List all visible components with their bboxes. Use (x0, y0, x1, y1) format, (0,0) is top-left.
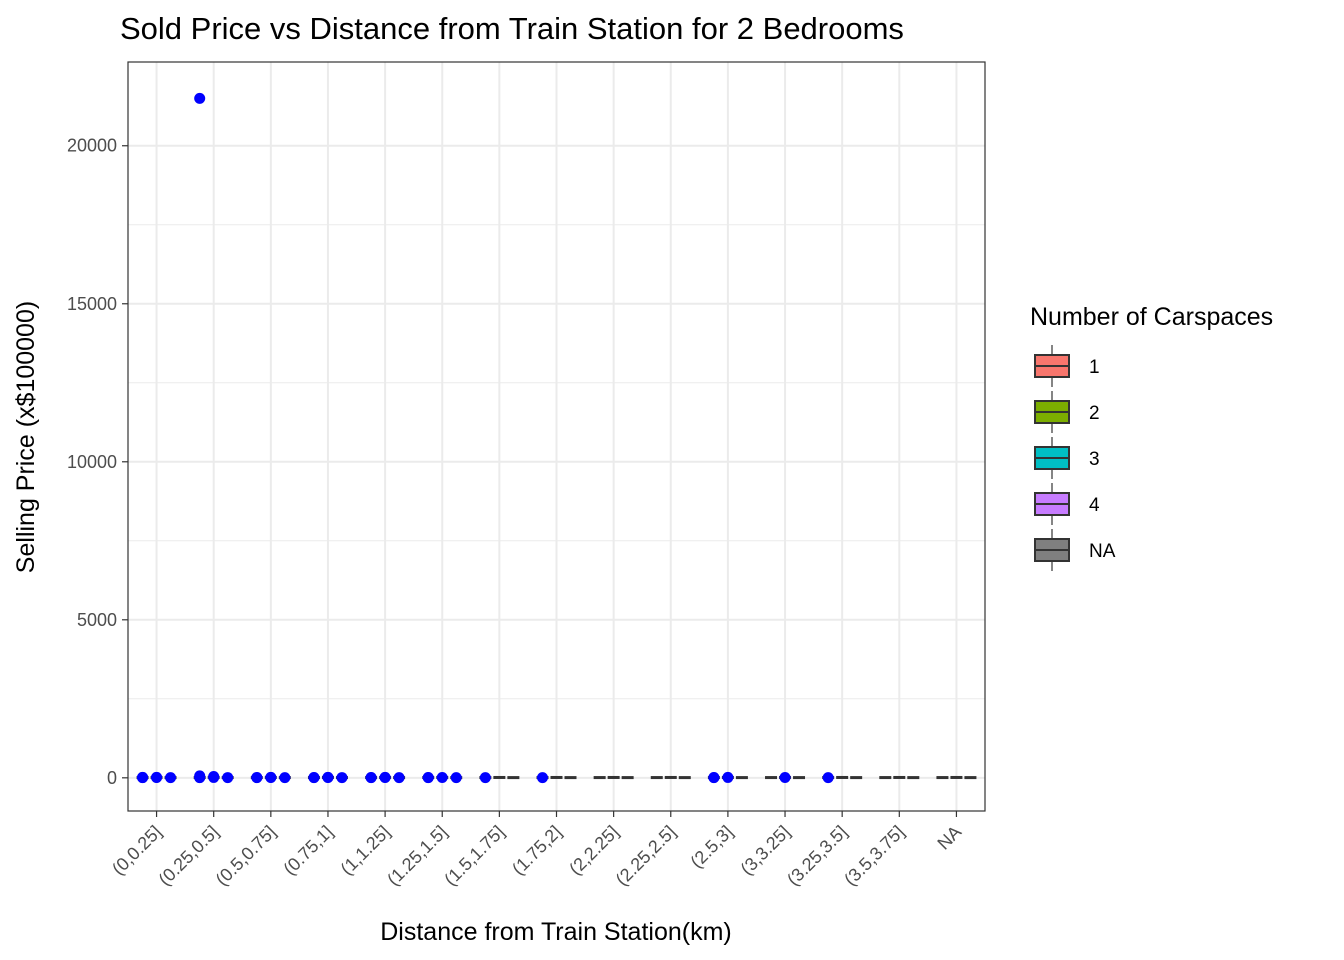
data-point (308, 772, 320, 784)
x-tick-label: (1,1.25] (337, 822, 394, 879)
data-point (279, 772, 291, 784)
x-tick-label: (3,3.25] (737, 822, 794, 879)
legend-label: 3 (1089, 449, 1100, 470)
data-point (222, 772, 234, 784)
x-axis-title: Distance from Train Station(km) (380, 918, 732, 946)
y-axis-ticks: 0 5000 10000 15000 20000 (67, 136, 128, 788)
y-tick-label: 15000 (67, 294, 117, 314)
data-point (137, 771, 149, 783)
data-point (779, 772, 791, 784)
data-point (436, 771, 448, 783)
x-tick-label: (0.25,0.5] (155, 822, 223, 890)
data-point (265, 771, 277, 783)
y-tick-label: 0 (107, 768, 117, 788)
data-point (537, 772, 548, 784)
data-marks (136, 92, 977, 784)
x-tick-label: (3.5,3.75] (840, 822, 908, 890)
data-point (450, 772, 462, 784)
data-point (379, 771, 391, 783)
grid (128, 62, 985, 811)
y-axis-title: Selling Price (x$100000) (12, 301, 40, 573)
data-point (208, 771, 220, 783)
data-point (422, 772, 434, 784)
legend-label: NA (1089, 541, 1116, 562)
legend-title: Number of Carspaces (1030, 303, 1273, 331)
x-tick-label: (0.5,0.75] (212, 822, 280, 890)
legend: Number of Carspaces 1 2 3 4 NA (1030, 303, 1273, 571)
chart-title: Sold Price vs Distance from Train Statio… (120, 11, 904, 46)
data-point (251, 772, 263, 784)
legend-label: 1 (1089, 357, 1100, 378)
data-point (822, 772, 834, 784)
x-tick-label: (1.5,1.75] (440, 822, 508, 890)
data-point (194, 770, 206, 782)
legend-item: NA (1034, 529, 1116, 571)
x-tick-label: (2,2.25] (565, 822, 622, 879)
x-tick-label: NA (933, 822, 965, 854)
data-point (479, 772, 491, 784)
data-point (722, 771, 734, 783)
x-axis-ticks: (0,0.25](0.25,0.5](0.5,0.75] (0.75,1] (1,1… (108, 811, 965, 890)
x-tick-label: (0.75,1] (279, 822, 336, 879)
x-tick-label: (0,0.25] (108, 822, 165, 879)
y-tick-label: 20000 (67, 136, 117, 156)
x-tick-label: (3.25,3.5] (783, 822, 851, 890)
legend-item: 4 (1034, 483, 1100, 525)
data-point (365, 772, 377, 784)
y-tick-label: 5000 (77, 610, 117, 630)
data-point (165, 772, 177, 784)
legend-label: 4 (1089, 495, 1100, 516)
data-point (322, 771, 334, 783)
data-point (336, 772, 348, 784)
x-tick-label: (1.75,2] (508, 822, 565, 879)
data-point (151, 771, 163, 783)
x-tick-label: (2.5,3] (687, 822, 737, 872)
legend-item: 3 (1034, 437, 1100, 479)
x-tick-label: (2.25,2.5] (612, 822, 680, 890)
y-tick-label: 10000 (67, 452, 117, 472)
data-point (393, 772, 405, 784)
legend-label: 2 (1089, 403, 1100, 424)
data-point (194, 92, 206, 104)
x-tick-label: (1.25,1.5] (383, 822, 451, 890)
legend-item: 1 (1034, 345, 1100, 387)
legend-item: 2 (1034, 391, 1100, 433)
data-point (708, 772, 720, 784)
